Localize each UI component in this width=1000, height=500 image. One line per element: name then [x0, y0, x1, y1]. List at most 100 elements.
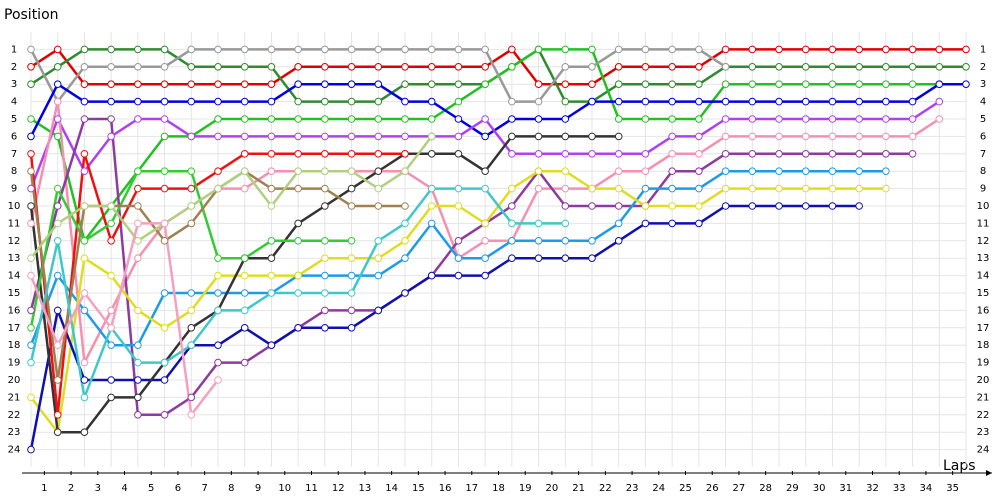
lap-marker [240, 271, 249, 280]
lap-marker [641, 219, 650, 228]
lap-marker [107, 115, 115, 123]
x-tick-label: 25 [679, 483, 692, 494]
y-tick-label: 24 [8, 445, 21, 456]
lap-marker [27, 393, 35, 402]
lap-marker [160, 376, 169, 384]
lap-marker [801, 80, 810, 88]
lap-marker [267, 115, 276, 123]
lap-marker [214, 306, 222, 315]
lap-marker [374, 184, 383, 193]
lap-marker [614, 167, 623, 175]
lap-marker [347, 97, 356, 106]
lap-marker [27, 445, 35, 454]
lap-marker [454, 271, 463, 280]
lap-marker [401, 63, 409, 71]
lap-marker [561, 150, 570, 158]
y-tick-label-right: 24 [977, 445, 990, 456]
lap-marker [775, 80, 783, 88]
lap-marker [374, 132, 383, 141]
lap-marker [107, 376, 115, 384]
lap-marker [454, 63, 463, 71]
lap-marker [27, 254, 35, 263]
lap-marker [882, 80, 890, 88]
lap-marker [508, 45, 516, 54]
lap-marker [721, 80, 730, 88]
lap-marker [187, 306, 196, 315]
lap-marker [614, 237, 623, 245]
lap-marker [588, 150, 596, 158]
x-tick-label: 18 [492, 483, 505, 494]
lap-marker [801, 150, 810, 158]
lap-marker [347, 254, 356, 263]
lap-marker [294, 80, 302, 88]
lap-marker [401, 254, 409, 263]
lap-marker [294, 115, 302, 123]
lap-marker [641, 97, 650, 106]
lap-marker [107, 97, 115, 106]
y-tick-label: 7 [11, 149, 17, 160]
lap-marker [775, 63, 783, 71]
lap-marker [160, 132, 169, 141]
lap-marker [347, 150, 356, 158]
lap-marker [775, 184, 783, 193]
lap-marker [53, 97, 62, 106]
lap-marker [214, 358, 222, 367]
lap-marker [454, 45, 463, 54]
lap-marker [240, 358, 249, 367]
lap-marker [534, 132, 543, 141]
lap-marker [347, 324, 356, 332]
lap-marker [80, 358, 89, 367]
lap-marker [240, 115, 249, 123]
lap-marker [214, 254, 222, 263]
lap-marker [775, 115, 783, 123]
lap-marker [882, 167, 890, 175]
lap-marker [187, 411, 196, 419]
lap-marker [321, 254, 329, 263]
lap-marker [614, 184, 623, 193]
lap-marker [748, 167, 757, 175]
lap-marker [935, 63, 944, 71]
y-tick-label: 16 [8, 305, 21, 316]
lap-marker [374, 271, 383, 280]
lap-marker [80, 97, 89, 106]
lap-marker [53, 341, 62, 350]
y-tick-label-right: 11 [977, 218, 990, 229]
lap-marker [294, 167, 302, 175]
lap-marker [160, 97, 169, 106]
lap-marker [561, 63, 570, 71]
lap-marker [267, 341, 276, 350]
lap-marker [695, 115, 703, 123]
lap-marker [695, 150, 703, 158]
lap-marker [614, 219, 623, 228]
lap-marker [828, 63, 837, 71]
lap-marker [27, 45, 35, 54]
lap-marker [267, 150, 276, 158]
y-tick-label-right: 5 [980, 114, 986, 125]
lap-marker [748, 132, 757, 141]
x-tick-label: 4 [121, 483, 127, 494]
lap-marker [53, 184, 62, 193]
lap-marker [588, 202, 596, 210]
lap-marker [27, 324, 35, 332]
x-tick-label: 14 [385, 483, 398, 494]
lap-marker [240, 324, 249, 332]
lap-marker [508, 184, 516, 193]
lap-marker [321, 167, 329, 175]
y-tick-label: 21 [8, 392, 21, 403]
lap-marker [427, 184, 436, 193]
lap-marker [53, 271, 62, 280]
lap-marker [801, 167, 810, 175]
lap-marker [935, 115, 944, 123]
lap-marker [401, 97, 409, 106]
x-tick-label: 9 [255, 483, 261, 494]
lap-marker [855, 202, 863, 210]
lap-marker [721, 115, 730, 123]
lap-marker [160, 115, 169, 123]
y-tick-label-right: 10 [977, 201, 990, 212]
lap-marker [347, 45, 356, 54]
lap-marker [695, 97, 703, 106]
y-tick-label-right: 23 [977, 427, 990, 438]
lap-marker [107, 306, 115, 315]
lap-marker [721, 184, 730, 193]
lap-marker [775, 167, 783, 175]
